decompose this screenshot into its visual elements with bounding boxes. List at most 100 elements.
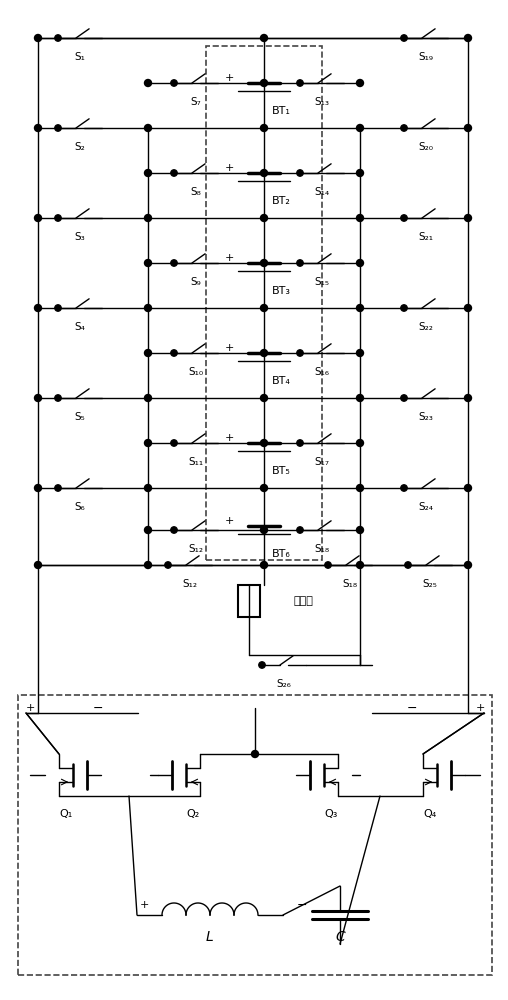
Text: BT₃: BT₃ <box>272 286 291 296</box>
Circle shape <box>165 562 171 568</box>
Circle shape <box>357 394 364 401</box>
Circle shape <box>297 440 303 446</box>
Circle shape <box>357 485 364 491</box>
Circle shape <box>261 394 268 401</box>
Bar <box>206 46 322 560</box>
Circle shape <box>144 485 151 491</box>
Text: S₅: S₅ <box>75 412 85 422</box>
Text: +: + <box>475 703 485 713</box>
Circle shape <box>357 169 364 176</box>
Circle shape <box>401 305 407 311</box>
Text: S₁₅: S₁₅ <box>314 277 330 287</box>
Text: L: L <box>206 930 214 944</box>
Circle shape <box>261 562 268 568</box>
Bar <box>238 585 260 617</box>
Circle shape <box>144 526 151 534</box>
Circle shape <box>464 485 471 491</box>
Circle shape <box>144 215 151 222</box>
Circle shape <box>171 440 177 446</box>
Circle shape <box>357 124 364 131</box>
Text: +: + <box>225 433 234 443</box>
Text: S₁₀: S₁₀ <box>188 367 204 377</box>
Circle shape <box>261 80 268 87</box>
Circle shape <box>261 304 268 312</box>
Circle shape <box>464 394 471 401</box>
Text: +: + <box>225 343 234 353</box>
Circle shape <box>261 124 268 131</box>
Circle shape <box>357 259 364 266</box>
Circle shape <box>357 215 364 222</box>
Circle shape <box>144 440 151 446</box>
Text: S₃: S₃ <box>75 232 85 242</box>
Circle shape <box>35 124 42 131</box>
Text: S₄: S₄ <box>75 322 85 332</box>
Text: S₆: S₆ <box>75 502 85 512</box>
Circle shape <box>259 662 265 668</box>
Circle shape <box>357 80 364 87</box>
Text: S₁₁: S₁₁ <box>188 457 204 467</box>
Text: BT₁: BT₁ <box>272 106 291 116</box>
Circle shape <box>171 527 177 533</box>
Circle shape <box>55 305 61 311</box>
Circle shape <box>401 35 407 41</box>
Text: +: + <box>225 516 234 526</box>
Circle shape <box>144 124 151 131</box>
Circle shape <box>464 124 471 131</box>
Text: S₂: S₂ <box>75 142 85 152</box>
Circle shape <box>55 125 61 131</box>
Circle shape <box>357 562 364 568</box>
Text: −: − <box>407 702 417 714</box>
Circle shape <box>357 440 364 446</box>
Text: S₁₉: S₁₉ <box>419 52 433 62</box>
Text: Q₁: Q₁ <box>59 809 73 819</box>
Circle shape <box>144 394 151 401</box>
Circle shape <box>261 169 268 176</box>
Circle shape <box>401 485 407 491</box>
Text: +: + <box>25 703 35 713</box>
Circle shape <box>261 215 268 222</box>
Circle shape <box>297 260 303 266</box>
Text: S₂₆: S₂₆ <box>276 679 292 689</box>
Circle shape <box>144 350 151 357</box>
Text: +: + <box>225 163 234 173</box>
Circle shape <box>297 80 303 86</box>
Text: S₉: S₉ <box>190 277 201 287</box>
Circle shape <box>261 34 268 41</box>
Text: S₁₈: S₁₈ <box>314 544 330 554</box>
Circle shape <box>261 350 268 357</box>
Circle shape <box>171 80 177 86</box>
Text: 导电膜: 导电膜 <box>294 596 314 606</box>
Circle shape <box>144 304 151 312</box>
Text: S₂₂: S₂₂ <box>419 322 433 332</box>
Circle shape <box>261 440 268 446</box>
Circle shape <box>35 34 42 41</box>
Circle shape <box>55 395 61 401</box>
Circle shape <box>55 215 61 221</box>
Circle shape <box>261 259 268 266</box>
Text: S₇: S₇ <box>190 97 201 107</box>
Circle shape <box>464 562 471 568</box>
Circle shape <box>171 260 177 266</box>
Circle shape <box>357 304 364 312</box>
Text: BT₅: BT₅ <box>272 466 291 476</box>
Text: BT₄: BT₄ <box>272 376 291 386</box>
Text: Q₄: Q₄ <box>423 809 436 819</box>
Circle shape <box>405 562 411 568</box>
Circle shape <box>464 34 471 41</box>
Circle shape <box>55 35 61 41</box>
Text: Q₂: Q₂ <box>186 809 200 819</box>
Circle shape <box>35 394 42 401</box>
Text: BT₆: BT₆ <box>272 549 291 559</box>
Circle shape <box>35 485 42 491</box>
Circle shape <box>144 80 151 87</box>
Text: S₁₈: S₁₈ <box>342 579 358 589</box>
Circle shape <box>35 562 42 568</box>
Circle shape <box>464 215 471 222</box>
Circle shape <box>401 395 407 401</box>
Circle shape <box>35 304 42 312</box>
Circle shape <box>464 304 471 312</box>
Text: S₁₃: S₁₃ <box>314 97 330 107</box>
Text: Q₃: Q₃ <box>324 809 338 819</box>
Circle shape <box>325 562 331 568</box>
Circle shape <box>55 485 61 491</box>
